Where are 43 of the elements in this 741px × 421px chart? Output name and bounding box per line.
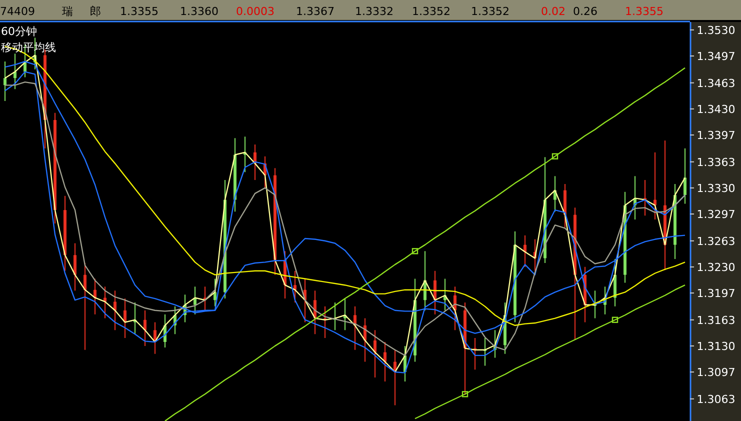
y-tick-label: 1.3197: [696, 287, 736, 300]
y-tick-label: 1.3363: [696, 156, 736, 169]
y-tick-label: 1.3463: [696, 76, 736, 90]
text: 1.3355: [120, 5, 158, 18]
candlestick: [374, 330, 376, 378]
text: 1.3367: [296, 5, 334, 18]
candlestick: [74, 242, 76, 292]
text: 1.3352: [412, 5, 450, 18]
text: 1.3352: [471, 5, 510, 18]
line-series: [164, 67, 686, 421]
y-tick-label: 1.3330: [696, 182, 736, 195]
y-tick-label: 1.3130: [696, 340, 736, 353]
y-tick-label: 1.3063: [696, 392, 736, 406]
y-tick-label: 1.3530: [696, 24, 736, 37]
y-tick-label: 1.3397: [696, 128, 736, 142]
y-tick-label: 1.3497: [696, 50, 736, 63]
y-tick-label: 1.3297: [696, 208, 736, 221]
text: 1.3355: [625, 5, 664, 18]
candlestick: [104, 286, 106, 319]
candlestick: [114, 290, 116, 331]
line-series: [414, 284, 686, 420]
point: [552, 153, 558, 160]
candlestick: [84, 262, 86, 350]
text: 0.26: [573, 5, 598, 18]
text: 1.3332: [355, 5, 394, 18]
text: 瑞: [62, 5, 73, 18]
point: [462, 391, 468, 398]
y-tick-label: 1.3230: [696, 260, 736, 274]
y-tick-label: 1.3430: [696, 102, 736, 116]
text: 0.02: [541, 5, 566, 18]
point: [412, 248, 418, 254]
text: 0.0003: [236, 5, 274, 18]
y-tick-label: 1.3163: [696, 314, 736, 327]
y-tick-label: 1.3097: [696, 366, 736, 380]
candlestick: [684, 148, 686, 204]
text: 郎: [90, 5, 101, 18]
text: 74409: [0, 5, 35, 18]
point: [612, 316, 618, 323]
chart-title: 60分钟: [1, 25, 37, 38]
candlestick: [4, 61, 6, 102]
candlestick: [144, 310, 146, 346]
text: 1.3360: [180, 5, 218, 18]
y-tick-label: 1.3263: [696, 234, 736, 248]
